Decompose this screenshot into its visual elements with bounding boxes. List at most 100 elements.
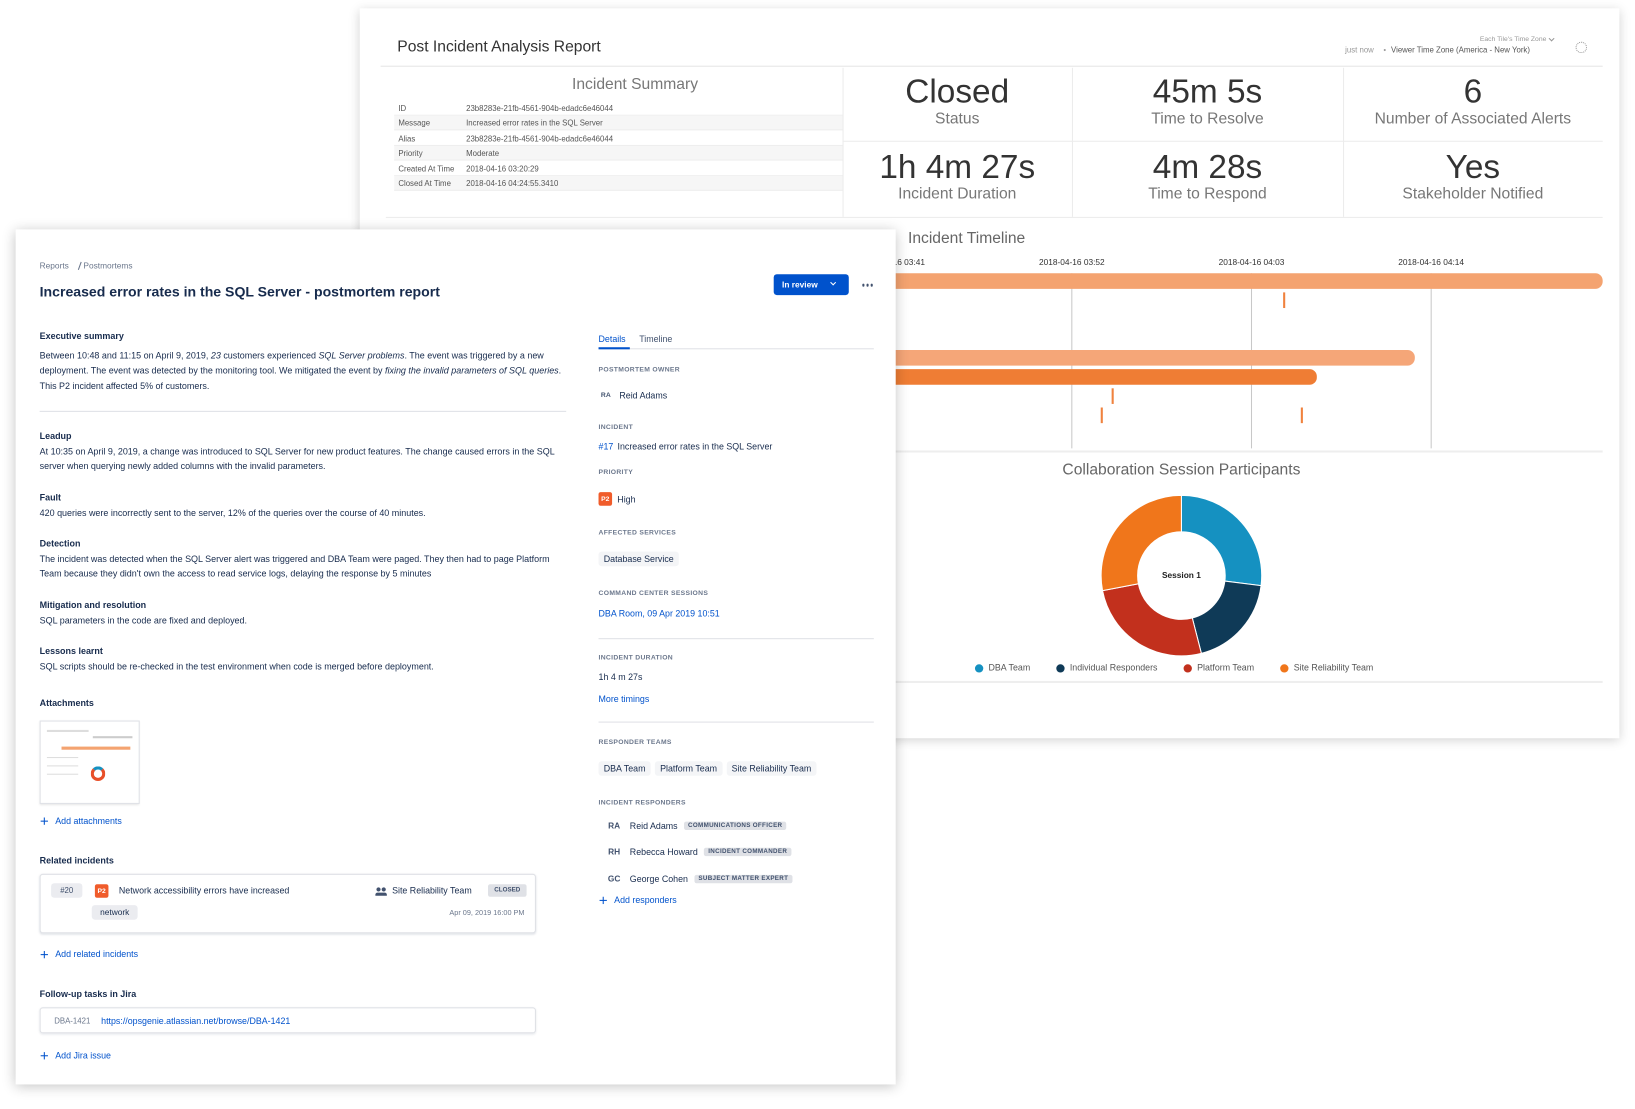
- chart-title: Collaboration Session Participants: [1062, 461, 1300, 478]
- incident-title: Network accessibility errors have increa…: [118, 885, 290, 896]
- section-heading: Follow-up tasks in Jira: [39, 988, 137, 999]
- text-run: customers experienced: [220, 349, 319, 361]
- field-label: RESPONDER TEAMS: [598, 738, 672, 747]
- field-row: #17 Increased error rates in the SQL Serv…: [599, 441, 773, 451]
- incident-id: #20: [60, 885, 74, 896]
- separator-dot: [1383, 49, 1386, 52]
- section-heading: Fault: [39, 492, 62, 503]
- tile-label: Time to Resolve: [1151, 110, 1264, 128]
- donut-slice: [1191, 580, 1262, 654]
- thumb-line: [92, 736, 133, 739]
- tile-border: [842, 216, 1603, 218]
- field-label: POSTMORTEM OWNER: [598, 366, 680, 374]
- summary-value: 23b8283e-21fb-4561-904b-edadc6e46044: [466, 133, 614, 144]
- jira-row: [39, 1007, 536, 1034]
- more-dot[interactable]: [862, 283, 865, 287]
- tab[interactable]: Details: [598, 333, 626, 345]
- divider: [39, 410, 567, 412]
- avatar-initials: RA: [600, 391, 611, 399]
- summary-label: ID: [398, 103, 407, 114]
- legend-swatch: [974, 664, 984, 673]
- field-row: Database Service: [598, 551, 679, 567]
- settings-icon[interactable]: [1575, 41, 1588, 54]
- field-label: INCIDENT DURATION: [598, 654, 674, 662]
- plus-icon: [43, 950, 45, 958]
- add-link[interactable]: Add Jira issue: [55, 1050, 111, 1061]
- breadcrumb[interactable]: Postmortems: [83, 261, 133, 271]
- section-text: SQL parameters in the code are fixed and…: [40, 613, 567, 628]
- more-dot[interactable]: [870, 283, 874, 287]
- section-text: SQL scripts should be re-checked in the …: [40, 659, 567, 674]
- avatar-initials: RA: [608, 821, 621, 831]
- jira-link[interactable]: https://opsgenie.atlassian.net/browse/DB…: [101, 1015, 291, 1027]
- plus-icon: [602, 896, 604, 904]
- timings-link[interactable]: More timings: [598, 693, 650, 704]
- breadcrumb[interactable]: Reports: [39, 261, 69, 271]
- summary-value: 23b8283e-21fb-4561-904b-edadc6e46044: [466, 103, 614, 114]
- timeline-marker: [1283, 292, 1286, 309]
- donut-slice: [1100, 494, 1182, 592]
- text-run: The incident was detected when the SQL S…: [39, 553, 550, 580]
- status-label: In review: [782, 279, 818, 290]
- summary-value: 2018-04-16 03:20:29: [466, 163, 539, 174]
- summary-row: [394, 146, 843, 161]
- session-link[interactable]: DBA Room, 09 Apr 2019 10:51: [598, 607, 720, 619]
- status-button[interactable]: [773, 274, 849, 296]
- add-link[interactable]: Add attachments: [55, 815, 122, 826]
- timezone: Viewer Time Zone (America - New York): [1391, 45, 1530, 55]
- summary-value: 2018-04-16 04:24:55.3410: [466, 178, 559, 189]
- legend-label: Platform Team: [1197, 663, 1254, 673]
- attachment-thumbnail[interactable]: [39, 720, 140, 804]
- incident-date: Apr 09, 2019 16:00 PM: [449, 909, 525, 918]
- tile-label: Status: [935, 110, 980, 128]
- section-text: 420 queries were incorrectly sent to the…: [40, 505, 567, 520]
- summary-label: Message: [398, 118, 431, 129]
- field-row: Reid Adams COMMUNICATIONS OFFICER: [630, 821, 787, 831]
- tab[interactable]: Timeline: [639, 333, 673, 345]
- tile-value: 45m 5s: [1152, 72, 1263, 111]
- field-label: INCIDENT RESPONDERS: [598, 799, 686, 807]
- text-run: Between 10:48 and 11:15 on April 9, 2019…: [39, 349, 211, 361]
- text-run: . The event was triggered by a new deplo…: [39, 349, 544, 376]
- section-text: Between 10:48 and 11:15 on April 9, 2019…: [40, 348, 567, 394]
- text-run: . This P2 incident affected 5% of custom…: [39, 365, 562, 392]
- add-link[interactable]: Add responders: [614, 894, 677, 906]
- role-badge: INCIDENT COMMANDER: [704, 847, 792, 857]
- summary-label: Alias: [398, 133, 416, 144]
- incident-title: Increased error rates in the SQL Server: [617, 441, 773, 452]
- tag-pill: [91, 905, 138, 920]
- thumb-line: [46, 729, 89, 732]
- summary-row: [394, 176, 843, 191]
- tab-baseline: [598, 348, 874, 350]
- legend-swatch: [1056, 664, 1065, 673]
- summary-value: Moderate: [466, 148, 500, 159]
- team-pill: Site Reliability Team: [726, 761, 817, 776]
- summary-row: [394, 116, 843, 131]
- field-row: Rebecca Howard INCIDENT COMMANDER: [630, 847, 792, 857]
- incident-card[interactable]: [39, 873, 536, 934]
- text-run: 420 queries were incorrectly sent to the…: [39, 507, 426, 518]
- more-dot[interactable]: [866, 283, 869, 287]
- summary-title: Incident Summary: [571, 75, 699, 94]
- field-row: George Cohen SUBJECT MATTER EXPERT: [630, 874, 793, 884]
- x-tick-label: 2018-04-16 04:14: [1398, 257, 1464, 267]
- status-text: CLOSED: [494, 887, 521, 894]
- section-heading: Detection: [39, 538, 81, 549]
- team-icon: [381, 887, 386, 892]
- role-badge: COMMUNICATIONS OFFICER: [683, 821, 787, 831]
- incident-id[interactable]: #17: [598, 441, 614, 452]
- responder-name: Reid Adams: [629, 820, 678, 832]
- priority-value: High: [617, 494, 636, 505]
- thumb-bar: [61, 746, 131, 750]
- donut-slice: [1101, 583, 1203, 657]
- report-title: Post Incident Analysis Report: [397, 38, 601, 56]
- text-run: At 10:35 on April 9, 2019, a change was …: [39, 445, 555, 472]
- team-pill: DBA Team: [598, 761, 651, 776]
- text-run: SQL parameters in the code are fixed and…: [39, 614, 248, 626]
- priority-badge: [598, 492, 613, 506]
- add-link[interactable]: Add related incidents: [55, 948, 139, 960]
- x-tick-label: 2018-04-16 04:03: [1219, 257, 1285, 267]
- tile-value: Yes: [1445, 147, 1501, 186]
- tile-value: 1h 4m 27s: [879, 147, 1036, 186]
